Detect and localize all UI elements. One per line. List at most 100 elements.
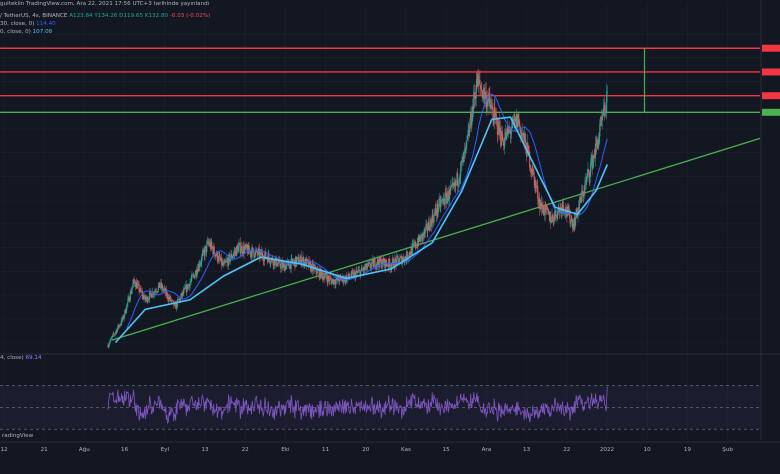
candle-body — [598, 139, 600, 149]
candle-body — [176, 302, 178, 307]
candle-body — [589, 176, 591, 178]
ema-legend[interactable]: 0, close, 0) 107.08 — [0, 28, 52, 36]
candle-body — [580, 196, 582, 199]
candle-body — [587, 169, 589, 175]
candle-body — [365, 263, 367, 268]
candle-body — [121, 318, 123, 324]
candle-body — [303, 261, 305, 266]
candle-body — [414, 241, 416, 248]
candle-body — [360, 270, 362, 277]
candle-body — [298, 256, 300, 264]
candle-body — [496, 119, 498, 135]
candle-body — [358, 269, 360, 271]
candle-body — [542, 206, 544, 214]
candle-body — [487, 99, 489, 107]
candle-body — [580, 198, 582, 202]
candle-body — [230, 253, 232, 259]
candle-body — [560, 207, 562, 214]
candle-body — [567, 206, 569, 210]
candle-body — [286, 262, 288, 266]
candle-body — [416, 246, 418, 248]
candle-body — [596, 139, 598, 144]
candle-body — [134, 280, 136, 285]
candle-body — [272, 261, 274, 266]
candle-body — [591, 154, 593, 162]
candle-body — [281, 262, 283, 264]
candle-body — [282, 264, 284, 268]
x-tick-label: 22 — [242, 447, 249, 453]
sma-line — [126, 93, 608, 329]
candle-body — [144, 295, 146, 301]
candle-body — [341, 279, 343, 281]
candle-body — [412, 244, 414, 245]
candle-body — [214, 255, 217, 257]
candle-body — [513, 118, 515, 122]
candle-body — [493, 117, 495, 125]
candle-body — [109, 338, 112, 342]
candle-body — [130, 291, 132, 294]
candle-body — [116, 330, 118, 333]
candle-body — [113, 334, 115, 336]
candle-body — [515, 116, 517, 127]
candle-body — [257, 249, 259, 255]
candle-body — [582, 191, 584, 197]
candle-body — [296, 257, 298, 260]
candle-body — [188, 284, 190, 286]
candle-body — [170, 296, 172, 302]
candle-body — [409, 254, 411, 256]
level-tag-2 — [762, 92, 780, 100]
candle-body — [383, 261, 385, 265]
candle-body — [457, 182, 459, 186]
candle-body — [442, 198, 444, 200]
x-tick-label: 13 — [201, 447, 209, 453]
sma-legend[interactable]: 30, close, 0) 114.40 — [0, 20, 56, 28]
candle-body — [406, 251, 408, 261]
candle-body — [317, 270, 320, 271]
candle-body — [301, 259, 303, 263]
candle-body — [360, 267, 362, 271]
candle-body — [601, 116, 603, 121]
candle-body — [184, 287, 186, 289]
candle-body — [413, 243, 415, 246]
candle-body — [479, 79, 481, 86]
candle-body — [260, 250, 262, 256]
rsi-legend[interactable]: 4, close) 69.14 — [0, 355, 42, 361]
candle-body — [561, 209, 563, 214]
candle-body — [553, 214, 556, 221]
candle-body — [432, 220, 434, 223]
candle-body — [118, 325, 120, 328]
candle-body — [403, 257, 405, 262]
candle-body — [521, 132, 523, 137]
candle-body — [385, 259, 387, 269]
candle-body — [163, 288, 166, 290]
candle-body — [424, 228, 426, 234]
candle-body — [361, 267, 363, 270]
candle-body — [570, 218, 572, 223]
rsi-line — [107, 386, 608, 425]
candle-body — [108, 345, 110, 348]
candle-body — [477, 76, 479, 87]
candle-body — [571, 219, 574, 228]
candle-body — [170, 300, 172, 302]
tradingview-logo[interactable]: radingView — [2, 433, 33, 439]
candle-body — [564, 213, 566, 215]
candle-body — [246, 244, 248, 249]
candle-body — [363, 266, 366, 270]
candle-body — [190, 279, 192, 282]
candle-body — [480, 88, 482, 91]
candle-body — [159, 286, 161, 288]
candle-body — [434, 208, 436, 213]
candle-body — [257, 252, 259, 255]
candle-body — [240, 250, 242, 254]
x-tick-label: Ağu — [79, 446, 90, 453]
candle-body — [518, 121, 520, 125]
candle-body — [430, 221, 433, 227]
candle-body — [322, 276, 324, 279]
candle-body — [603, 104, 605, 109]
candle-body — [420, 234, 422, 242]
candle-body — [237, 246, 239, 253]
candle-body — [334, 283, 336, 285]
candle-body — [145, 299, 147, 301]
